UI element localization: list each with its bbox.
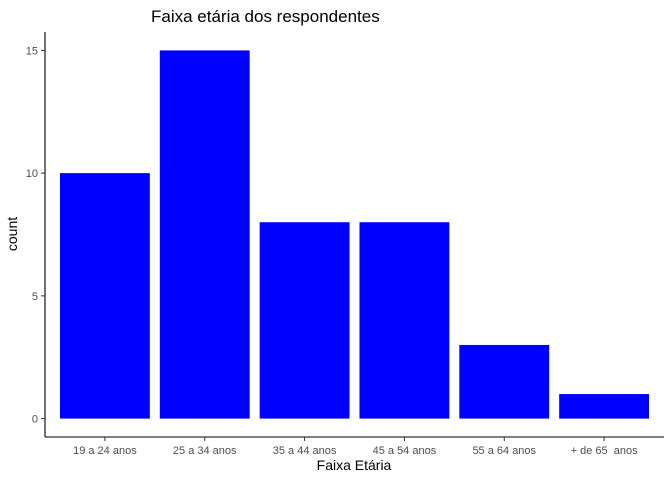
y-tick-label: 10 [26,168,38,180]
bar-2 [159,50,250,419]
bar-5 [459,344,550,419]
x-tick-label: 19 a 24 anos [73,445,137,457]
x-tick-label: 55 a 64 anos [472,445,536,457]
x-tick-label: 45 a 54 anos [373,445,437,457]
bar-1 [59,173,150,419]
x-ticks-group: 19 a 24 anos 25 a 34 anos 35 a 44 anos 45 a… [73,437,638,457]
y-ticks-group: 0 5 10 15 [26,45,45,426]
y-tick-label: 15 [26,45,38,57]
bar-4 [359,222,450,419]
chart-title: Faixa etária dos respondentes [151,7,380,26]
bar-3 [259,222,350,419]
x-tick-label: 35 a 44 anos [273,445,337,457]
bars-group [59,50,650,419]
y-tick-label: 5 [32,291,38,303]
x-tick-label: 25 a 34 anos [173,445,237,457]
x-tick-label: + de 65 anos [571,445,638,457]
y-tick-label: 0 [32,414,38,426]
x-axis-title: Faixa Etária [317,457,392,473]
y-axis-title: count [4,217,20,251]
bar-6 [559,394,650,419]
